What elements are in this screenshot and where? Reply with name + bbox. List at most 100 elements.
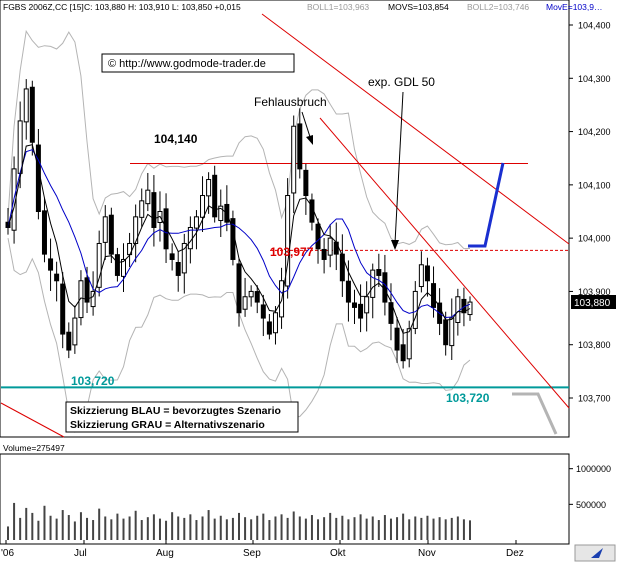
last-price-tag <box>571 295 616 309</box>
candle-down <box>443 319 449 346</box>
candle-down <box>236 263 242 314</box>
legend-box <box>65 401 299 433</box>
level-low-left-label: 103,720 <box>71 374 115 388</box>
candle-up <box>133 216 139 245</box>
candle-up <box>102 216 108 243</box>
x-tick-label: Jul <box>74 548 87 559</box>
downtrend-bottom-left-line <box>0 402 65 438</box>
candle-up <box>272 312 278 334</box>
candle-up <box>145 189 151 205</box>
candle-down <box>163 208 169 250</box>
candle-down <box>266 321 272 335</box>
candle-up <box>327 237 333 256</box>
candle-up <box>139 200 145 218</box>
last-price-label: 103,880 <box>574 298 611 309</box>
candle-down <box>114 254 120 276</box>
candle-up <box>181 242 187 274</box>
fehlausbruch-label: Fehlausbruch <box>254 95 327 109</box>
candle-up <box>248 290 254 298</box>
candle-up <box>242 296 248 310</box>
candle-down <box>60 283 66 335</box>
candle-down <box>48 258 54 271</box>
candle-down <box>29 86 35 143</box>
candle-up <box>72 317 78 346</box>
exp-average-line <box>7 144 471 334</box>
candle-down <box>382 272 388 303</box>
candle-down <box>108 214 114 255</box>
header-boll2: BOLL2=103,746 <box>467 2 529 12</box>
candle-up <box>364 296 370 314</box>
header-movs: MOVS=103,854 <box>388 2 449 12</box>
candle-up <box>291 125 297 194</box>
copyright-text: © http://www.godmode-trader.de <box>108 58 266 70</box>
chart-nav-icon <box>591 548 603 558</box>
candle-up <box>17 120 23 174</box>
annotation-lines <box>0 13 570 438</box>
gdl-label: exp. GDL 50 <box>368 75 435 89</box>
header-instrument: FGBS 2006Z,CC [15] <box>3 2 84 12</box>
candle-down <box>41 210 47 255</box>
candle-down <box>339 253 345 282</box>
candle-up <box>200 195 206 218</box>
x-tick-label: Okt <box>330 548 346 559</box>
x-axis: '06 Jul Aug Sep Okt Nov Dez <box>1 540 524 559</box>
candle-down <box>345 280 351 303</box>
candle-down <box>297 123 303 170</box>
scenario-grey-path <box>512 392 558 435</box>
y-tick-label: 104,400 <box>578 21 611 31</box>
volume-y-tick-label: 500000 <box>576 500 606 510</box>
y-tick-label: 104,300 <box>578 74 611 84</box>
candle-down <box>151 192 157 228</box>
candle-up <box>449 317 455 347</box>
candle-down <box>376 269 382 276</box>
x-tick-label: Aug <box>156 548 174 559</box>
candle-down <box>66 331 72 351</box>
candle-down <box>358 303 364 319</box>
y-tick-label: 104,000 <box>578 234 611 244</box>
moving-average-layer <box>7 144 471 334</box>
y-tick-label: 104,200 <box>578 127 611 137</box>
candle-down <box>424 265 430 282</box>
candle-down <box>321 248 327 260</box>
candle-up <box>206 179 212 197</box>
candle-up <box>96 242 102 288</box>
y-tick-label: 103,800 <box>578 340 611 350</box>
legend-grey: Skizzierung GRAU = Alternativszenario <box>70 419 265 431</box>
volume-y-tick-label: 1000000 <box>576 464 611 474</box>
level-low-right-label: 103,720 <box>446 391 490 405</box>
candle-down <box>54 273 60 282</box>
y-tick-label: 103,700 <box>578 394 611 404</box>
chart-nav-button[interactable] <box>574 544 616 562</box>
candle-up <box>418 264 424 288</box>
candle-down <box>260 304 266 319</box>
candle-down <box>35 144 41 212</box>
candle-down <box>303 169 309 197</box>
scenario-blue-path <box>468 162 505 248</box>
candle-down <box>169 253 175 260</box>
y-tick-label: 104,100 <box>578 180 611 190</box>
candle-down <box>400 344 406 362</box>
gdl-arrow-head <box>391 240 399 250</box>
candle-down <box>431 283 437 308</box>
candle-down <box>84 277 90 303</box>
header-move: MovE=103,9… <box>546 2 602 12</box>
candle-down <box>254 291 260 303</box>
candle-up <box>23 88 29 123</box>
moving-average-line <box>7 149 471 319</box>
x-tick-label: '06 <box>1 548 14 559</box>
candle-up <box>455 296 461 323</box>
level-high-label: 104,140 <box>154 132 198 146</box>
candle-down <box>212 174 218 218</box>
y-axis: 104,400 104,300 104,200 104,100 104,000 103,9… <box>569 21 611 404</box>
downtrend-lower-line <box>319 117 570 409</box>
level-mid-label: 103,977 <box>270 245 314 259</box>
downtrend-upper-line <box>261 13 570 245</box>
candle-down <box>333 241 339 255</box>
volume-panel <box>0 453 570 545</box>
candle-up <box>193 216 199 229</box>
candle-down <box>315 223 321 250</box>
candle-up <box>285 195 291 287</box>
volume-label: Volume=275497 <box>3 443 65 453</box>
